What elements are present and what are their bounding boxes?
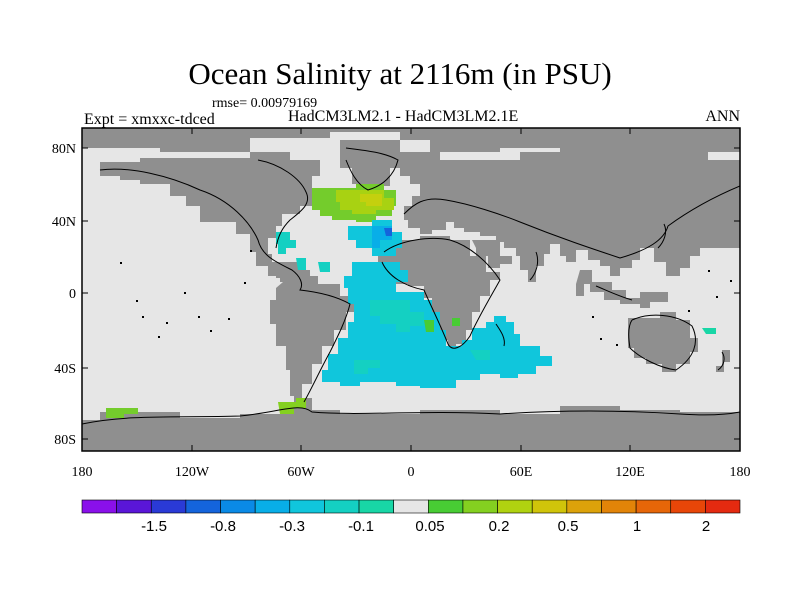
lon-tick-label: 60W [287,465,315,480]
island-specks [120,250,732,346]
colorbar-swatch [635,499,672,514]
lon-tick-label: 60E [510,465,533,480]
lat-axis: 80N 40N 0 40S 80S [52,142,76,448]
colorbar-label: 0.2 [489,518,510,535]
season-label: ANN [705,108,740,125]
lon-tick-label: 120W [175,465,210,480]
lon-tick-label: 180 [730,465,751,480]
colorbar-swatch [566,499,602,514]
lat-tick-label: 40N [52,215,76,230]
colorbar-swatch [254,499,291,514]
colorbar-swatch [428,499,464,514]
colorbar-swatch [531,499,568,514]
colorbar-label: 2 [702,518,710,535]
lat-tick-label: 80N [52,142,76,157]
map-title: Ocean Salinity at 2116m (in PSU) [188,56,612,91]
rmse-label: rmse= 0.00979169 [212,96,318,111]
lat-tick-label: 40S [54,362,76,377]
map-panel [82,128,740,451]
lon-tick-label: 120E [615,465,645,480]
colorbar-label: -0.3 [279,518,305,535]
colorbar-label: -0.1 [348,518,374,535]
salinity-shading [106,184,716,418]
experiment-label: Expt = xmxxc-tdced [84,111,215,128]
colorbar-label: 1 [633,518,641,535]
colorbar-label: 0.5 [558,518,579,535]
colorbar [81,499,741,514]
colorbar-swatch [185,499,221,514]
colorbar-swatch [289,499,325,514]
colorbar-label: -0.8 [210,518,236,535]
coastlines [82,147,740,425]
lat-tick-label: 0 [69,287,76,302]
lat-tick-label: 80S [54,433,76,448]
colorbar-swatch [220,499,256,514]
colorbar-swatch [150,499,187,514]
colorbar-swatch [705,499,741,514]
colorbar-swatch [116,499,152,514]
colorbar-label: -1.5 [141,518,167,535]
colorbar-labels: -1.5 -0.8 -0.3 -0.1 0.05 0.2 0.5 1 2 [141,518,710,535]
colorbar-swatch [393,499,429,514]
lon-axis: 180 120W 60W 0 60E 120E 180 [72,465,751,480]
models-label: HadCM3LM2.1 - HadCM3LM2.1E [288,108,519,125]
colorbar-swatch [601,499,637,514]
colorbar-swatch [670,499,706,514]
lon-tick-label: 0 [408,465,415,480]
colorbar-swatch [358,499,394,514]
colorbar-swatch [324,499,360,514]
colorbar-label: 0.05 [415,518,444,535]
colorbar-swatch [81,499,117,514]
colorbar-swatch [462,499,498,514]
colorbar-swatch [497,499,533,514]
lon-tick-label: 180 [72,465,93,480]
axis-ticks [81,128,741,451]
